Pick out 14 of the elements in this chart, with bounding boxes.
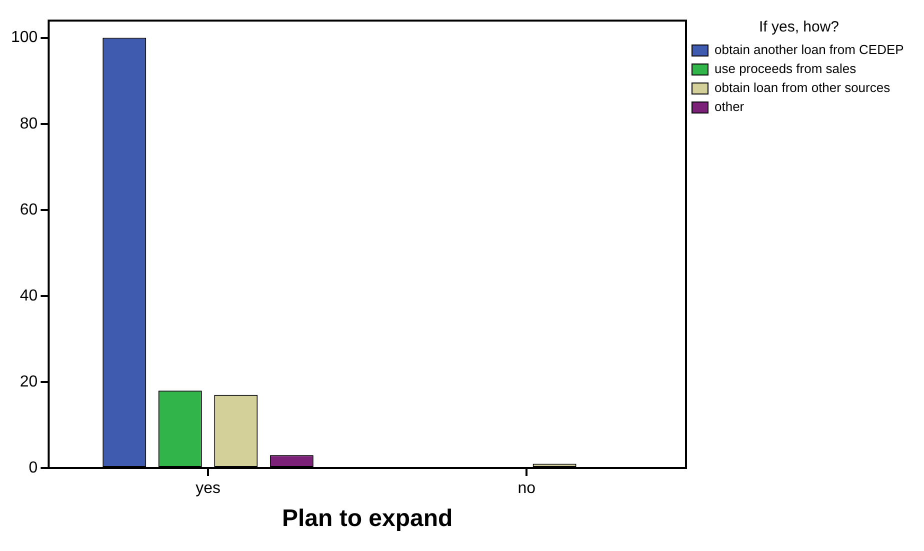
y-tick-label: 40 <box>20 287 38 304</box>
y-tick-label: 100 <box>10 29 38 46</box>
legend-label: obtain loan from other sources <box>714 80 891 96</box>
y-tick-label: 20 <box>20 373 38 390</box>
legend-label: other <box>714 99 745 114</box>
legend-label: obtain another loan from CEDEP <box>714 42 904 58</box>
x-tick-label: yes <box>196 480 220 498</box>
x-tick-label: no <box>518 480 536 498</box>
y-tick-label: 80 <box>20 115 38 132</box>
y-tick-label: 60 <box>20 201 38 218</box>
y-tick-label: 0 <box>28 459 38 476</box>
legend-label: use proceeds from sales <box>714 61 857 76</box>
legend-title: If yes, how? <box>758 18 840 36</box>
x-axis-title: Plan to expand <box>282 505 453 532</box>
